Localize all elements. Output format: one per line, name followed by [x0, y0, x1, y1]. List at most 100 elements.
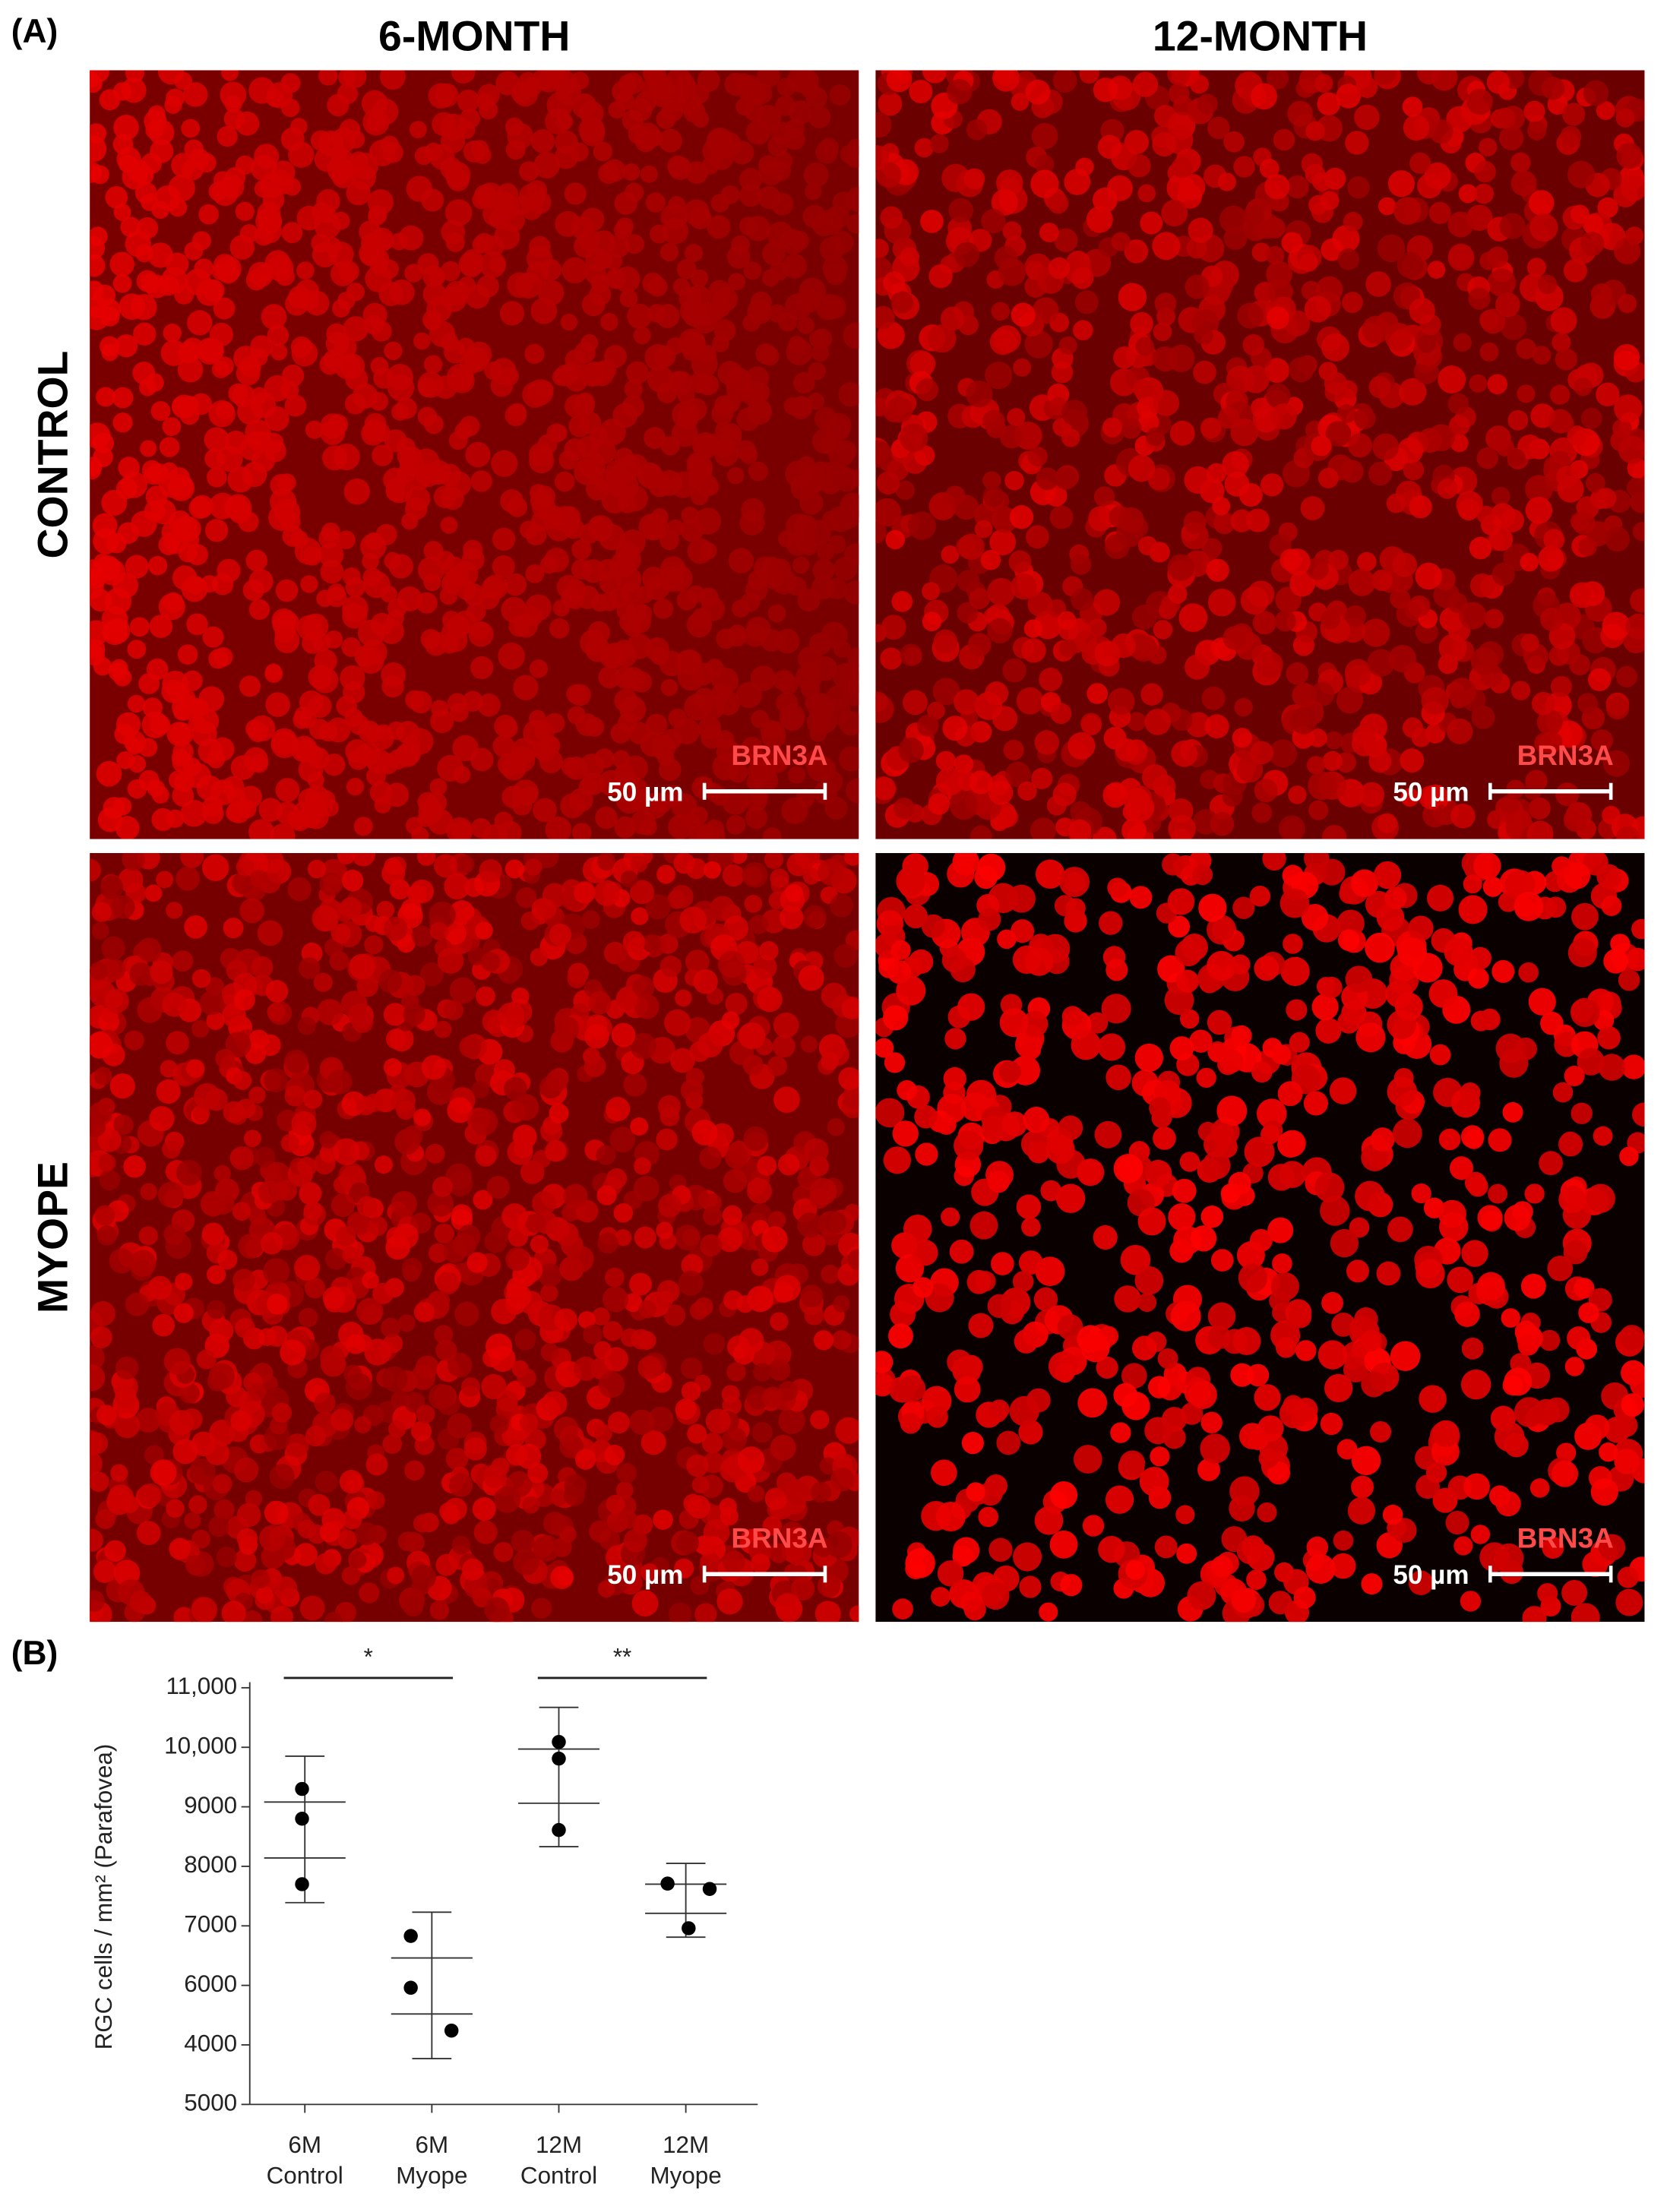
cell: [445, 1447, 469, 1471]
cell: [537, 280, 565, 306]
cell: [1614, 1449, 1640, 1474]
cell: [318, 70, 338, 86]
cell: [1167, 554, 1194, 581]
cell: [280, 511, 301, 532]
cell: [1207, 588, 1236, 617]
cell: [935, 767, 964, 796]
cell: [457, 120, 476, 139]
cell: [277, 1180, 298, 1201]
cell: [748, 461, 768, 482]
cell: [1387, 1076, 1418, 1107]
cell: [141, 460, 163, 481]
cell: [1004, 470, 1024, 491]
cell: [118, 457, 140, 479]
cell: [875, 440, 892, 468]
cell: [791, 396, 812, 417]
cell: [1429, 1044, 1451, 1066]
cell: [608, 101, 626, 119]
cell: [463, 539, 483, 560]
cell: [349, 953, 375, 980]
cell: [136, 1521, 161, 1546]
cell: [1330, 1553, 1356, 1579]
cell: [397, 1314, 416, 1332]
cell: [1336, 1439, 1358, 1460]
cell: [721, 1011, 740, 1030]
cell: [133, 322, 157, 346]
cell: [150, 960, 173, 984]
cell: [695, 823, 715, 839]
cell: [686, 1454, 709, 1477]
cell: [1408, 595, 1431, 618]
cell: [1569, 582, 1596, 608]
cell: [505, 117, 524, 136]
cell: [338, 261, 359, 283]
cell: [1270, 403, 1297, 430]
data-point: [660, 1876, 675, 1891]
cell: [761, 1226, 788, 1253]
cell: [201, 854, 229, 881]
cell: [1071, 267, 1094, 289]
cell: [297, 1016, 316, 1035]
cell: [1256, 651, 1283, 678]
cell: [821, 1264, 840, 1284]
cell: [597, 1232, 619, 1254]
cell: [549, 1488, 568, 1506]
cell: [441, 1506, 460, 1525]
cell: [524, 343, 545, 365]
cell: [1030, 169, 1059, 198]
cell: [524, 858, 542, 876]
cell: [115, 1356, 139, 1380]
cell: [125, 1292, 149, 1316]
cell: [622, 755, 648, 781]
cell: [1329, 1077, 1357, 1104]
cell: [1466, 88, 1493, 115]
cell: [1186, 238, 1207, 259]
cell: [1314, 74, 1333, 93]
cell: [1048, 193, 1069, 214]
cell: [1071, 588, 1094, 611]
cell: [569, 142, 589, 162]
cell: [963, 1598, 986, 1621]
cell: [1055, 1362, 1075, 1383]
cell: [716, 1588, 743, 1615]
cell: [1153, 620, 1173, 640]
cell: [511, 1529, 535, 1553]
cell: [896, 866, 926, 896]
cell: [1456, 491, 1483, 518]
cell: [572, 393, 595, 417]
cell: [413, 1301, 435, 1322]
cell: [454, 1301, 479, 1326]
cell: [324, 1611, 343, 1623]
cell: [650, 735, 676, 760]
cell: [694, 434, 716, 457]
cell: [777, 1153, 800, 1176]
cell: [630, 1117, 649, 1136]
cell: [1026, 1388, 1051, 1413]
cell: [722, 1205, 742, 1225]
y-tick-label: 7000: [184, 1911, 237, 1938]
cell: [650, 224, 669, 244]
cell: [978, 1481, 1003, 1506]
cell: [372, 1282, 394, 1304]
cell: [152, 1313, 175, 1337]
cell: [437, 947, 464, 974]
cell: [443, 1000, 463, 1021]
cell: [554, 365, 577, 387]
cell: [513, 675, 539, 700]
cell: [1171, 156, 1193, 179]
cell: [501, 596, 527, 623]
cell: [703, 1206, 723, 1226]
cell: [1506, 779, 1525, 798]
cell: [999, 1008, 1029, 1038]
cell: [1514, 1038, 1537, 1060]
cell: [780, 905, 804, 930]
cell: [630, 880, 654, 905]
cell: [115, 712, 141, 737]
cell: [346, 130, 365, 149]
cell: [410, 879, 435, 904]
cell: [1150, 1446, 1170, 1467]
cell: [715, 438, 735, 459]
cell: [123, 1155, 146, 1178]
cell: [745, 216, 771, 242]
cell: [261, 1231, 283, 1255]
